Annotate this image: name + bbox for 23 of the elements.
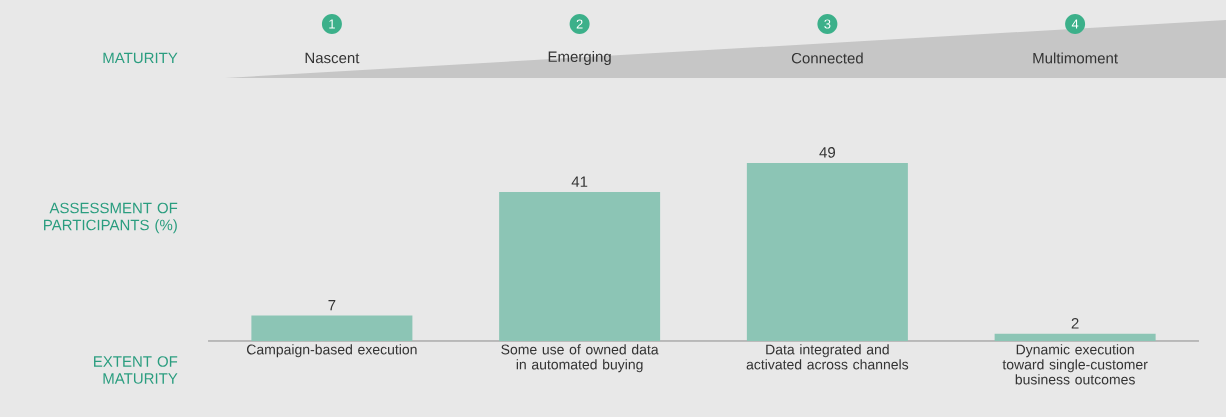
data-label: 49 — [819, 147, 835, 158]
data-label: 41 — [571, 176, 588, 187]
bar — [994, 333, 1156, 341]
data-label: 7 — [328, 300, 336, 311]
x-tick-label: Some use of owned data in automated buying — [501, 344, 659, 373]
x-tick-label: Campaign-based execution — [246, 344, 417, 358]
text: 1 — [329, 19, 335, 29]
text: MATURITY — [103, 52, 178, 64]
text: Emerging — [548, 51, 611, 65]
y-axis-title: ASSESSMENT OF PARTICIPANTS (%) — [44, 202, 178, 234]
x-axis-title: EXTENT OF MATURITY — [94, 356, 178, 384]
bar — [746, 162, 908, 341]
text: 3 — [824, 19, 831, 29]
bar — [251, 315, 413, 341]
bar — [499, 191, 661, 341]
x-tick-label: Dynamic execution toward single-customer business outcomes — [1002, 344, 1148, 385]
text: 2 — [576, 19, 583, 29]
text: Nascent — [305, 52, 360, 64]
text: Multimoment — [1033, 52, 1118, 64]
x-tick-label: Data integrated and activated across channels — [746, 344, 909, 370]
text: Connected — [791, 52, 863, 64]
text: 4 — [1071, 19, 1079, 29]
data-label: 2 — [1071, 318, 1079, 329]
